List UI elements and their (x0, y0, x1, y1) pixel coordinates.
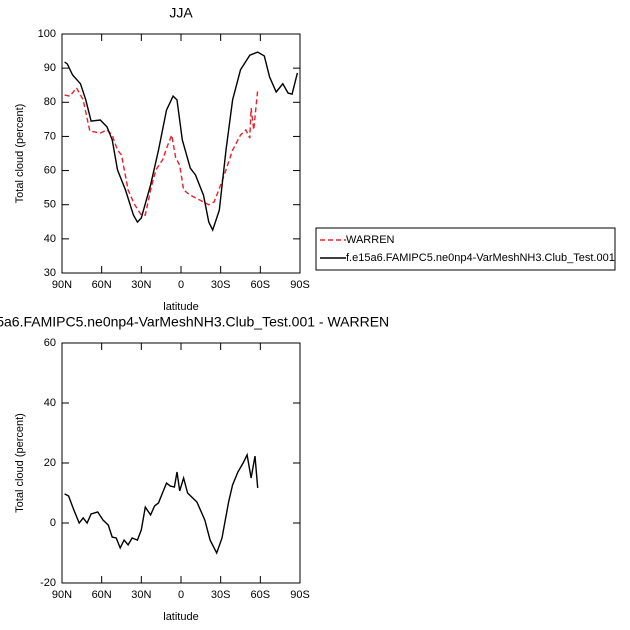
x-tick-label: 30S (211, 589, 231, 601)
y-tick-label: 90 (44, 62, 56, 74)
chart-title: JJA (169, 5, 193, 21)
x-tick-label: 90S (290, 589, 310, 601)
data-line (64, 452, 259, 555)
x-tick-label: 30N (131, 589, 151, 601)
y-tick-label: 60 (44, 337, 56, 349)
x-tick-label: 60S (251, 589, 271, 601)
y-axis-label: Total cloud (percent) (14, 413, 26, 513)
y-tick-label: 60 (44, 164, 56, 176)
plot-frame (61, 33, 301, 274)
x-axis-label: latitude (163, 301, 198, 313)
x-tick-label: 60N (92, 279, 112, 291)
x-tick-label: 30S (211, 279, 231, 291)
y-tick-label: 100 (38, 28, 56, 40)
x-tick-label: 0 (178, 589, 184, 601)
plot-frame (61, 342, 301, 584)
y-tick-label: 0 (50, 517, 56, 529)
y-axis-label: Total cloud (percent) (14, 104, 26, 204)
y-tick-label: 40 (44, 233, 56, 245)
y-tick-label: 80 (44, 96, 56, 108)
y-tick-label: -20 (40, 577, 56, 589)
legend-label: f.e15a6.FAMIPC5.ne0np4-VarMeshNH3.Club_T… (346, 252, 615, 264)
legend-label: WARREN (346, 234, 395, 246)
data-line (64, 51, 299, 232)
x-tick-label: 30N (131, 279, 151, 291)
y-tick-label: 70 (44, 130, 56, 142)
x-tick-label: 60N (92, 589, 112, 601)
x-tick-label: 90N (52, 589, 72, 601)
x-tick-label: 0 (178, 279, 184, 291)
x-tick-label: 90S (290, 279, 310, 291)
y-tick-label: 40 (44, 397, 56, 409)
x-axis-label: latitude (163, 611, 198, 623)
chart-title: f.e15a6.FAMIPC5.ne0np4-VarMeshNH3.Club_T… (0, 314, 389, 330)
data-line (64, 86, 259, 216)
y-tick-label: 30 (44, 267, 56, 279)
legend-frame (315, 227, 616, 271)
y-tick-label: 50 (44, 199, 56, 211)
y-tick-label: 20 (44, 457, 56, 469)
x-tick-label: 60S (251, 279, 271, 291)
x-tick-label: 90N (52, 279, 72, 291)
